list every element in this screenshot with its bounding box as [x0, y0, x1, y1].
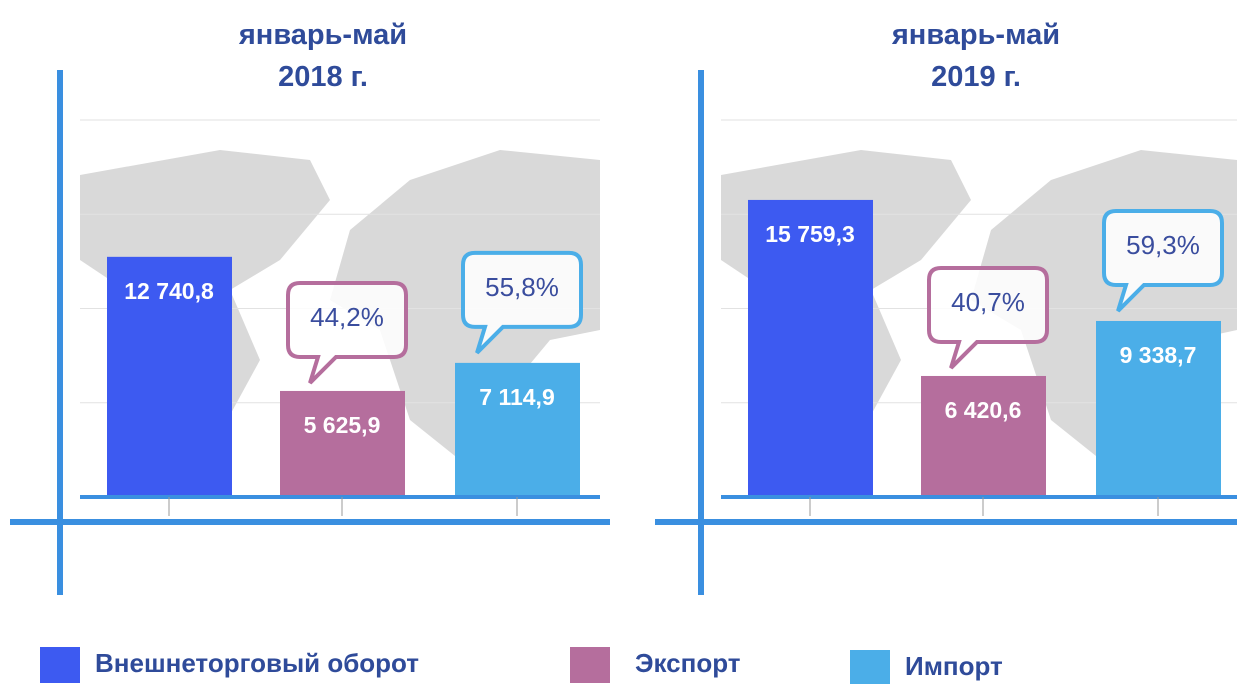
legend-swatch	[40, 647, 80, 683]
value-label: 15 759,3	[765, 221, 855, 247]
chart-title: январь-май 2018 г.	[238, 19, 408, 93]
speech-bubble	[927, 265, 1049, 370]
annotation-label: 44,2%	[310, 302, 384, 332]
speech-bubble	[1102, 208, 1224, 313]
bar	[107, 256, 232, 497]
value-label: 12 740,8	[124, 278, 214, 304]
annotation-label: 55,8%	[485, 272, 559, 302]
bar	[748, 199, 873, 497]
value-label: 9 338,7	[1120, 342, 1197, 368]
value-label: 7 114,9	[479, 384, 554, 410]
bar	[280, 390, 405, 497]
speech-bubble	[461, 250, 583, 355]
value-label: 5 625,9	[304, 412, 381, 438]
bar	[1096, 320, 1221, 497]
chart-title: январь-май 2019 г.	[891, 19, 1061, 93]
bar	[455, 362, 580, 497]
legend-label: Внешнеторговый оборот	[95, 648, 419, 678]
legend-swatch	[850, 650, 890, 684]
speech-bubble	[286, 280, 408, 385]
legend-label: Экспорт	[635, 648, 741, 678]
legend-swatch	[570, 647, 610, 683]
bar	[921, 375, 1046, 497]
value-label: 6 420,6	[945, 397, 1022, 423]
annotation-label: 59,3%	[1126, 230, 1200, 260]
annotation-label: 40,7%	[951, 287, 1025, 317]
legend-label: Импорт	[905, 651, 1003, 681]
